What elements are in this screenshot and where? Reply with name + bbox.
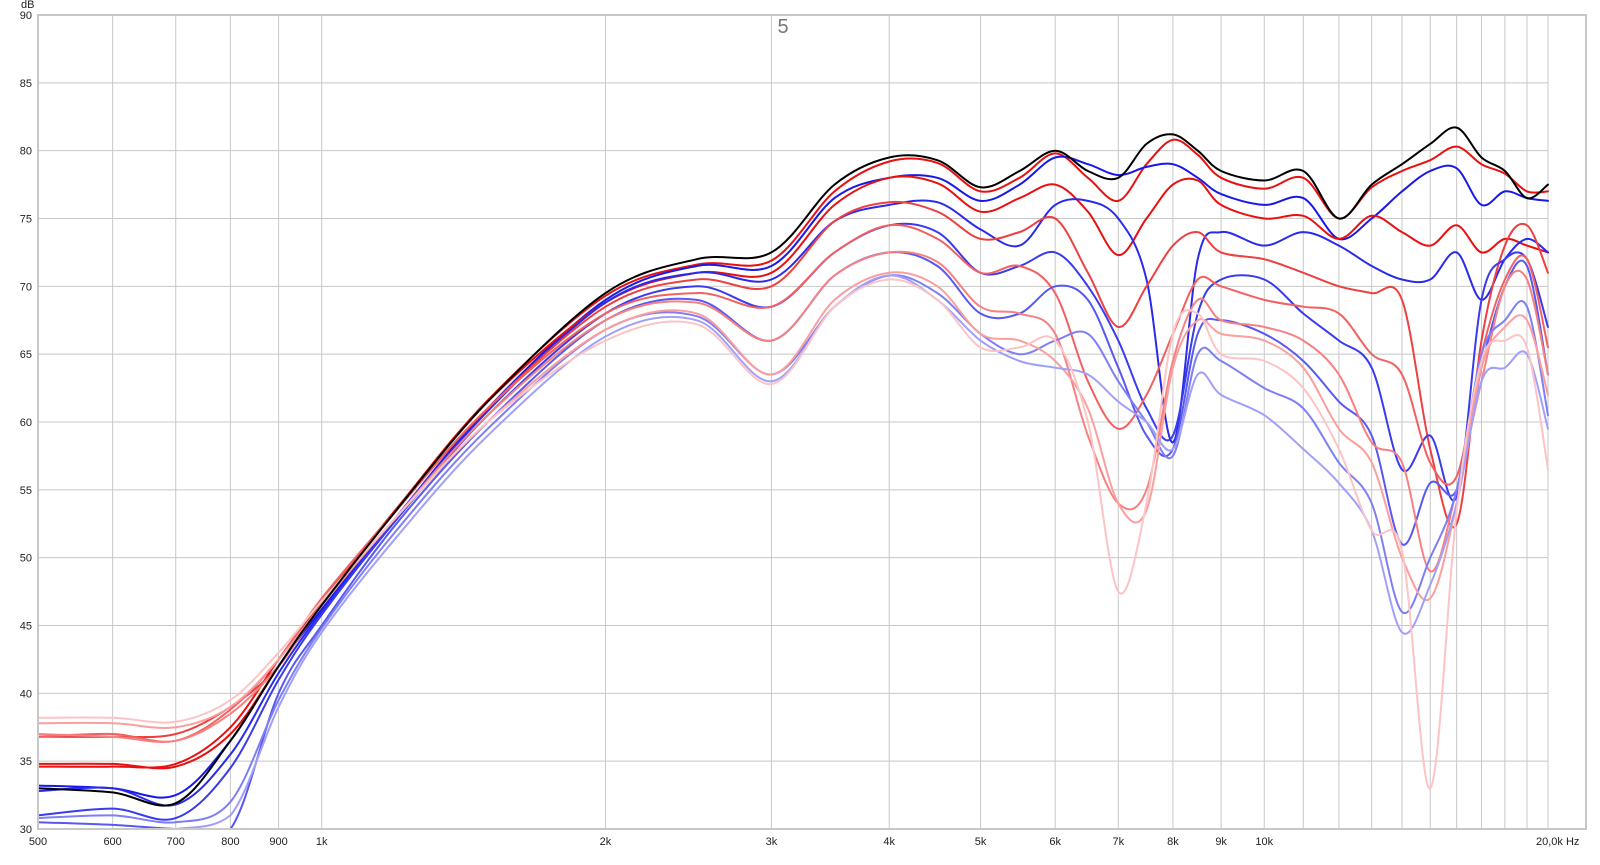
y-tick-label: 70 bbox=[20, 281, 32, 293]
y-tick-label: 90 bbox=[20, 10, 32, 22]
plot-frame bbox=[37, 14, 1587, 830]
series-lines bbox=[37, 126, 1549, 830]
y-tick-label: 30 bbox=[20, 824, 32, 836]
x-axis-ticks: 500 600 700 800 900 1k 2k 3k 4k 5k 6k 7k 8k 9k 10k 20,0… bbox=[29, 836, 1580, 848]
series-line-14 bbox=[37, 278, 1549, 790]
x-tick-label: 900 bbox=[269, 836, 287, 848]
series-line-6 bbox=[37, 200, 1549, 739]
y-tick-label: 40 bbox=[20, 688, 32, 700]
x-tick-label: 500 bbox=[29, 836, 47, 848]
x-tick-label: 9k bbox=[1215, 836, 1227, 848]
x-tick-label: 7k bbox=[1112, 836, 1124, 848]
x-tick-label: 5k bbox=[975, 836, 987, 848]
y-tick-label: 60 bbox=[20, 417, 32, 429]
x-tick-label: 3k bbox=[766, 836, 778, 848]
series-line-12 bbox=[37, 271, 1549, 729]
series-line-13 bbox=[37, 274, 1549, 830]
x-tick-label: 2k bbox=[600, 836, 612, 848]
y-tick-label: 75 bbox=[20, 214, 32, 226]
x-tick-label: 600 bbox=[103, 836, 121, 848]
y-tick-label: 35 bbox=[20, 756, 32, 768]
y-tick-label: 80 bbox=[20, 146, 32, 158]
x-tick-label: 6k bbox=[1049, 836, 1061, 848]
series-line-11 bbox=[37, 274, 1549, 824]
chart-title: 5 bbox=[777, 16, 788, 38]
x-tick-label: 800 bbox=[221, 836, 239, 848]
y-tick-label: 65 bbox=[20, 349, 32, 361]
x-tick-label: 20,0k Hz bbox=[1536, 836, 1579, 848]
series-line-5 bbox=[37, 198, 1549, 807]
x-tick-label: 4k bbox=[883, 836, 895, 848]
y-tick-label: 45 bbox=[20, 621, 32, 633]
series-line-3 bbox=[37, 155, 1549, 799]
y-tick-label: 55 bbox=[20, 485, 32, 497]
y-axis-unit-label: dB bbox=[21, 0, 34, 11]
y-axis-ticks: 30 35 40 45 50 55 60 65 70 75 80 85 90 bbox=[20, 10, 32, 836]
y-tick-label: 50 bbox=[20, 553, 32, 565]
x-tick-label: 8k bbox=[1167, 836, 1179, 848]
y-tick-label: 85 bbox=[20, 78, 32, 90]
x-tick-label: 10k bbox=[1255, 836, 1273, 848]
series-line-8 bbox=[37, 223, 1549, 743]
series-line-7 bbox=[37, 222, 1549, 821]
x-tick-label: 700 bbox=[167, 836, 185, 848]
series-line-1 bbox=[37, 126, 1549, 807]
x-tick-label: 1k bbox=[316, 836, 328, 848]
series-line-9 bbox=[37, 251, 1549, 830]
